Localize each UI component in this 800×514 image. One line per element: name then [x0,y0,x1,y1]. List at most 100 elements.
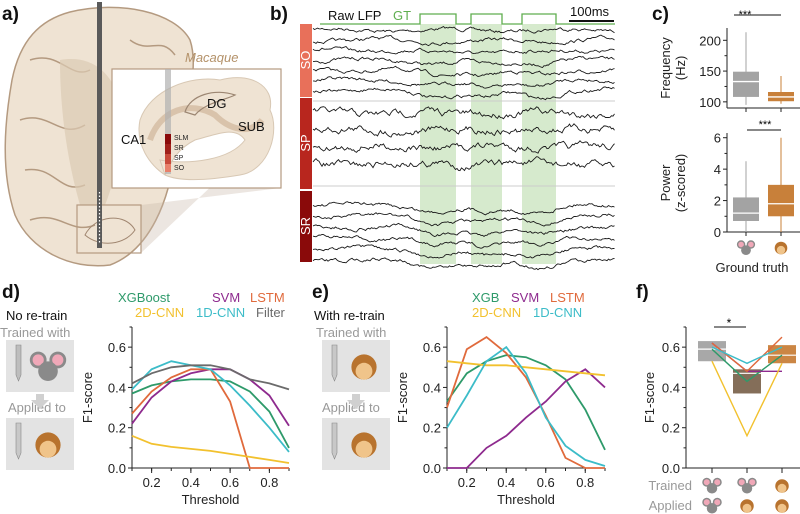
y-tick-label: 0.4 [108,380,126,395]
y-tick-label: 0.4 [423,380,441,395]
mouse-icon [702,497,722,514]
mouse-icon [736,240,756,255]
y-tick-label: 2 [714,194,721,209]
y-axis-label: F1-score [395,372,410,423]
x-tick-label: 0.2 [458,475,476,490]
layer-slm: SLM [174,135,189,142]
panel-label-f: f) [636,282,649,303]
model-line [711,360,783,438]
mouse-ear-inner [749,479,756,486]
legend-filter: Filter [256,305,286,320]
macaque-icon [35,432,61,458]
freq-ylabel-2: (Hz) [673,56,688,81]
series-line-1d-cnn [446,345,606,467]
lfp-trace [312,45,615,55]
layer-sr: SR [174,145,184,152]
y-tick-label: 0.0 [108,461,126,476]
macaque-icon [775,499,789,513]
power-ylabel-1: Power [658,164,673,202]
mouse-head [706,503,718,514]
y-tick-label: 0.6 [423,340,441,355]
panel-label-a: a) [2,4,19,25]
power-ylabel-2: (z-scored) [673,154,688,213]
lfp-trace [312,244,615,259]
macaque-icon [740,499,754,513]
region-dg: DG [207,96,227,111]
box [768,184,794,217]
model-line [711,348,783,383]
lfp-trace [312,25,615,34]
mouse-head [706,483,718,494]
trained-with-label: Trained with [316,325,386,340]
legend-1dcnn: 1D-CNN [533,305,582,320]
ground-truth-label: Ground truth [716,260,789,275]
mouse-ear-inner [738,479,745,486]
arrow-down-icon [347,394,365,409]
scale-bar-label: 100ms [570,4,610,19]
x-axis-label: Threshold [497,492,555,507]
summary-panel: * Trained Applied 0.0 0.2 0.4 0.6 F1-score [642,316,800,514]
lfp-trace [313,55,615,69]
y-tick-label: 0.2 [423,421,441,436]
legend-d: XGBoost SVM LSTM 2D-CNN 1D-CNN Filter [118,290,286,320]
layer-label-sp: SP [298,134,313,151]
ground-truth-trace [320,13,615,25]
row-trained-label: Trained [648,478,692,493]
lfp-traces-panel: Raw LFP GT 100ms SO SP SR [298,4,615,271]
lfp-trace [312,86,615,101]
probe-icon [331,344,338,382]
x-tick-label: 0.8 [576,475,594,490]
x-tick-label: 0.6 [221,475,239,490]
macaque-face [355,440,373,458]
y-tick-label: 0 [714,225,721,240]
power-significance: *** [759,119,773,131]
hippocampus-tissue [138,77,275,181]
ground-truth-boxplots: Frequency (Hz) Power (z-scored) *** *** … [658,9,800,275]
macaque-face [776,245,786,255]
mouse-icon [702,477,722,494]
probe-icon [15,344,22,382]
f-significance: * [727,316,732,330]
y-axis-label: F1-score [80,372,95,423]
arrow-down-icon [31,394,49,409]
lfp-trace [312,123,615,138]
series-line-xgboost [131,378,290,449]
y-tick-label: 0.0 [662,461,680,476]
applied-to-label: Applied to [8,400,66,415]
x-tick-label: 0.8 [260,475,278,490]
lfp-trace [312,222,615,237]
raw-lfp-label: Raw LFP [328,8,381,23]
y-tick-label: 100 [699,95,721,110]
lfp-trace [312,257,615,271]
probe-icon [331,422,338,460]
mouse-ear-inner [703,479,710,486]
y-axis-label: F1-score [642,372,657,423]
probe-inset-so [165,164,171,172]
region-ca1: CA1 [121,132,146,147]
legend-lstm: LSTM [550,290,585,305]
series-line-1d-cnn [131,360,290,453]
layer-bar-sp [300,98,312,189]
series-line-filter [131,364,290,391]
legend-xgboost: XGBoost [118,290,170,305]
y-tick-label: 4 [714,162,721,177]
series-line-lstm [446,335,605,469]
legend-1dcnn: 1D-CNN [196,305,245,320]
lfp-trace [312,76,615,89]
mouse-head [741,483,753,494]
panel-label-d: d) [2,282,20,303]
mouse-head [38,361,58,381]
probe-icon [15,422,22,460]
dentate-gyrus [184,91,237,116]
lfp-trace [312,34,615,47]
layer-bar-so [300,24,312,97]
ripple-event-band [420,24,456,264]
mouse-ear-inner [52,354,64,366]
y-tick-label: 0.6 [662,340,680,355]
y-tick-label: 6 [714,131,721,146]
legend-lstm: LSTM [250,290,285,305]
lfp-trace [312,65,615,78]
species-label: Macaque [185,50,238,65]
mouse-ear-inner [748,241,754,248]
